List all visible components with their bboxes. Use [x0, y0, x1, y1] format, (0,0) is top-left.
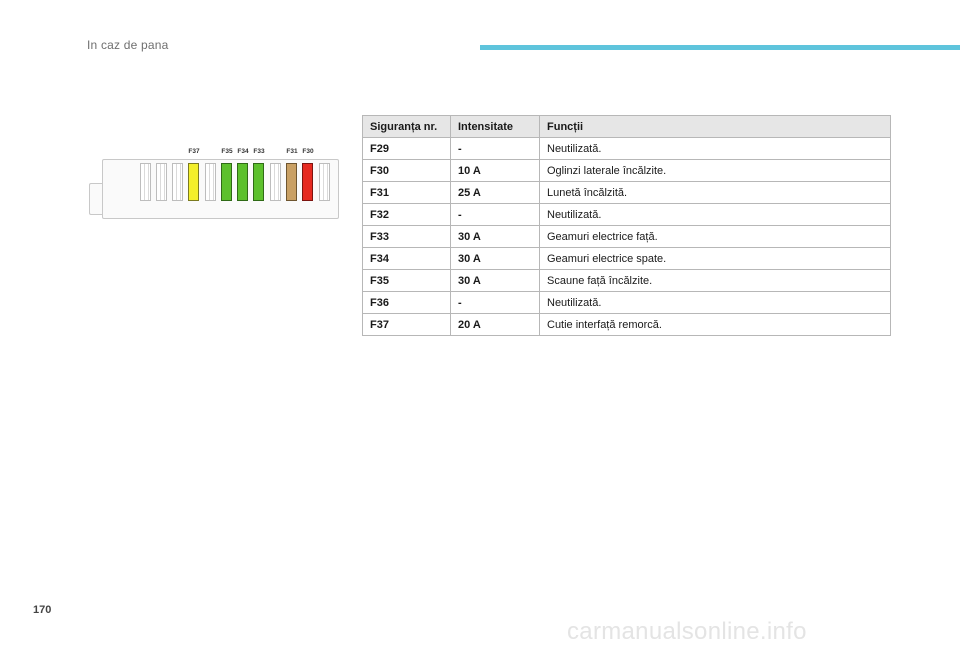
fuse-label: F34 — [237, 148, 249, 155]
fuse-label: F37 — [188, 148, 200, 155]
amperage-cell: 20 A — [450, 313, 540, 336]
fuse-number-cell: F36 — [362, 291, 451, 314]
table-header-row: Siguranța nr. Intensitate Funcții — [362, 115, 891, 138]
fuse-slot-empty — [140, 163, 151, 201]
column-header-functions: Funcții — [539, 115, 891, 138]
fuse-number-cell: F31 — [362, 181, 451, 204]
function-cell: Neutilizată. — [539, 203, 891, 226]
table-row: F35 30 A Scaune față încălzite. — [362, 269, 891, 292]
amperage-cell: - — [450, 203, 540, 226]
fuse-label: F33 — [253, 148, 265, 155]
fuse-box-diagram: F37 F35 F34 F33 F31 F30 — [88, 145, 340, 219]
fuse-number-cell: F37 — [362, 313, 451, 336]
function-cell: Geamuri electrice spate. — [539, 247, 891, 270]
column-header-amperage: Intensitate — [450, 115, 540, 138]
fuse-number-cell: F29 — [362, 137, 451, 160]
table-row: F37 20 A Cutie interfață remorcă. — [362, 313, 891, 336]
amperage-cell: - — [450, 137, 540, 160]
fuse-f37 — [188, 163, 199, 201]
fuse-slot-empty — [270, 163, 281, 201]
fuse-number-cell: F35 — [362, 269, 451, 292]
table-row: F36- Neutilizată. — [362, 291, 891, 314]
amperage-cell: 30 A — [450, 247, 540, 270]
amperage-cell: 30 A — [450, 269, 540, 292]
fuse-number-cell: F33 — [362, 225, 451, 248]
table-row: F33 30 A Geamuri electrice față. — [362, 225, 891, 248]
fuse-label: F31 — [286, 148, 298, 155]
fuse-number-cell: F30 — [362, 159, 451, 182]
table-row: F34 30 A Geamuri electrice spate. — [362, 247, 891, 270]
table-row: F32- Neutilizată. — [362, 203, 891, 226]
page-number: 170 — [33, 604, 52, 616]
fuse-f34 — [237, 163, 248, 201]
fuse-number-cell: F32 — [362, 203, 451, 226]
fuse-f31 — [286, 163, 297, 201]
function-cell: Neutilizată. — [539, 291, 891, 314]
amperage-cell: 25 A — [450, 181, 540, 204]
table-row: F29- Neutilizată. — [362, 137, 891, 160]
fuse-slot-empty — [172, 163, 183, 201]
fuse-f33 — [253, 163, 264, 201]
amperage-cell: - — [450, 291, 540, 314]
fuse-box-tab — [89, 183, 104, 215]
fuse-slot-empty — [156, 163, 167, 201]
header-accent-bar — [480, 45, 960, 50]
function-cell: Geamuri electrice față. — [539, 225, 891, 248]
fuse-table: Siguranța nr. Intensitate Funcții F29- Ne… — [362, 115, 891, 336]
table-row: F31 25 A Lunetă încălzită. — [362, 181, 891, 204]
watermark: carmanualsonline.info — [567, 618, 807, 645]
function-cell: Scaune față încălzite. — [539, 269, 891, 292]
section-title: In caz de pana — [87, 38, 169, 52]
function-cell: Neutilizată. — [539, 137, 891, 160]
table-row: F30 10 A Oglinzi laterale încălzite. — [362, 159, 891, 182]
amperage-cell: 30 A — [450, 225, 540, 248]
function-cell: Oglinzi laterale încălzite. — [539, 159, 891, 182]
fuse-label: F30 — [302, 148, 314, 155]
fuse-labels: F37 F35 F34 F33 F31 F30 — [88, 145, 340, 157]
column-header-fuse-number: Siguranța nr. — [362, 115, 451, 138]
fuse-slot-empty — [319, 163, 330, 201]
amperage-cell: 10 A — [450, 159, 540, 182]
function-cell: Lunetă încălzită. — [539, 181, 891, 204]
fuse-label: F35 — [221, 148, 233, 155]
fuse-f35 — [221, 163, 232, 201]
fuse-number-cell: F34 — [362, 247, 451, 270]
fuse-f30 — [302, 163, 313, 201]
function-cell: Cutie interfață remorcă. — [539, 313, 891, 336]
fuse-slot-empty — [205, 163, 216, 201]
